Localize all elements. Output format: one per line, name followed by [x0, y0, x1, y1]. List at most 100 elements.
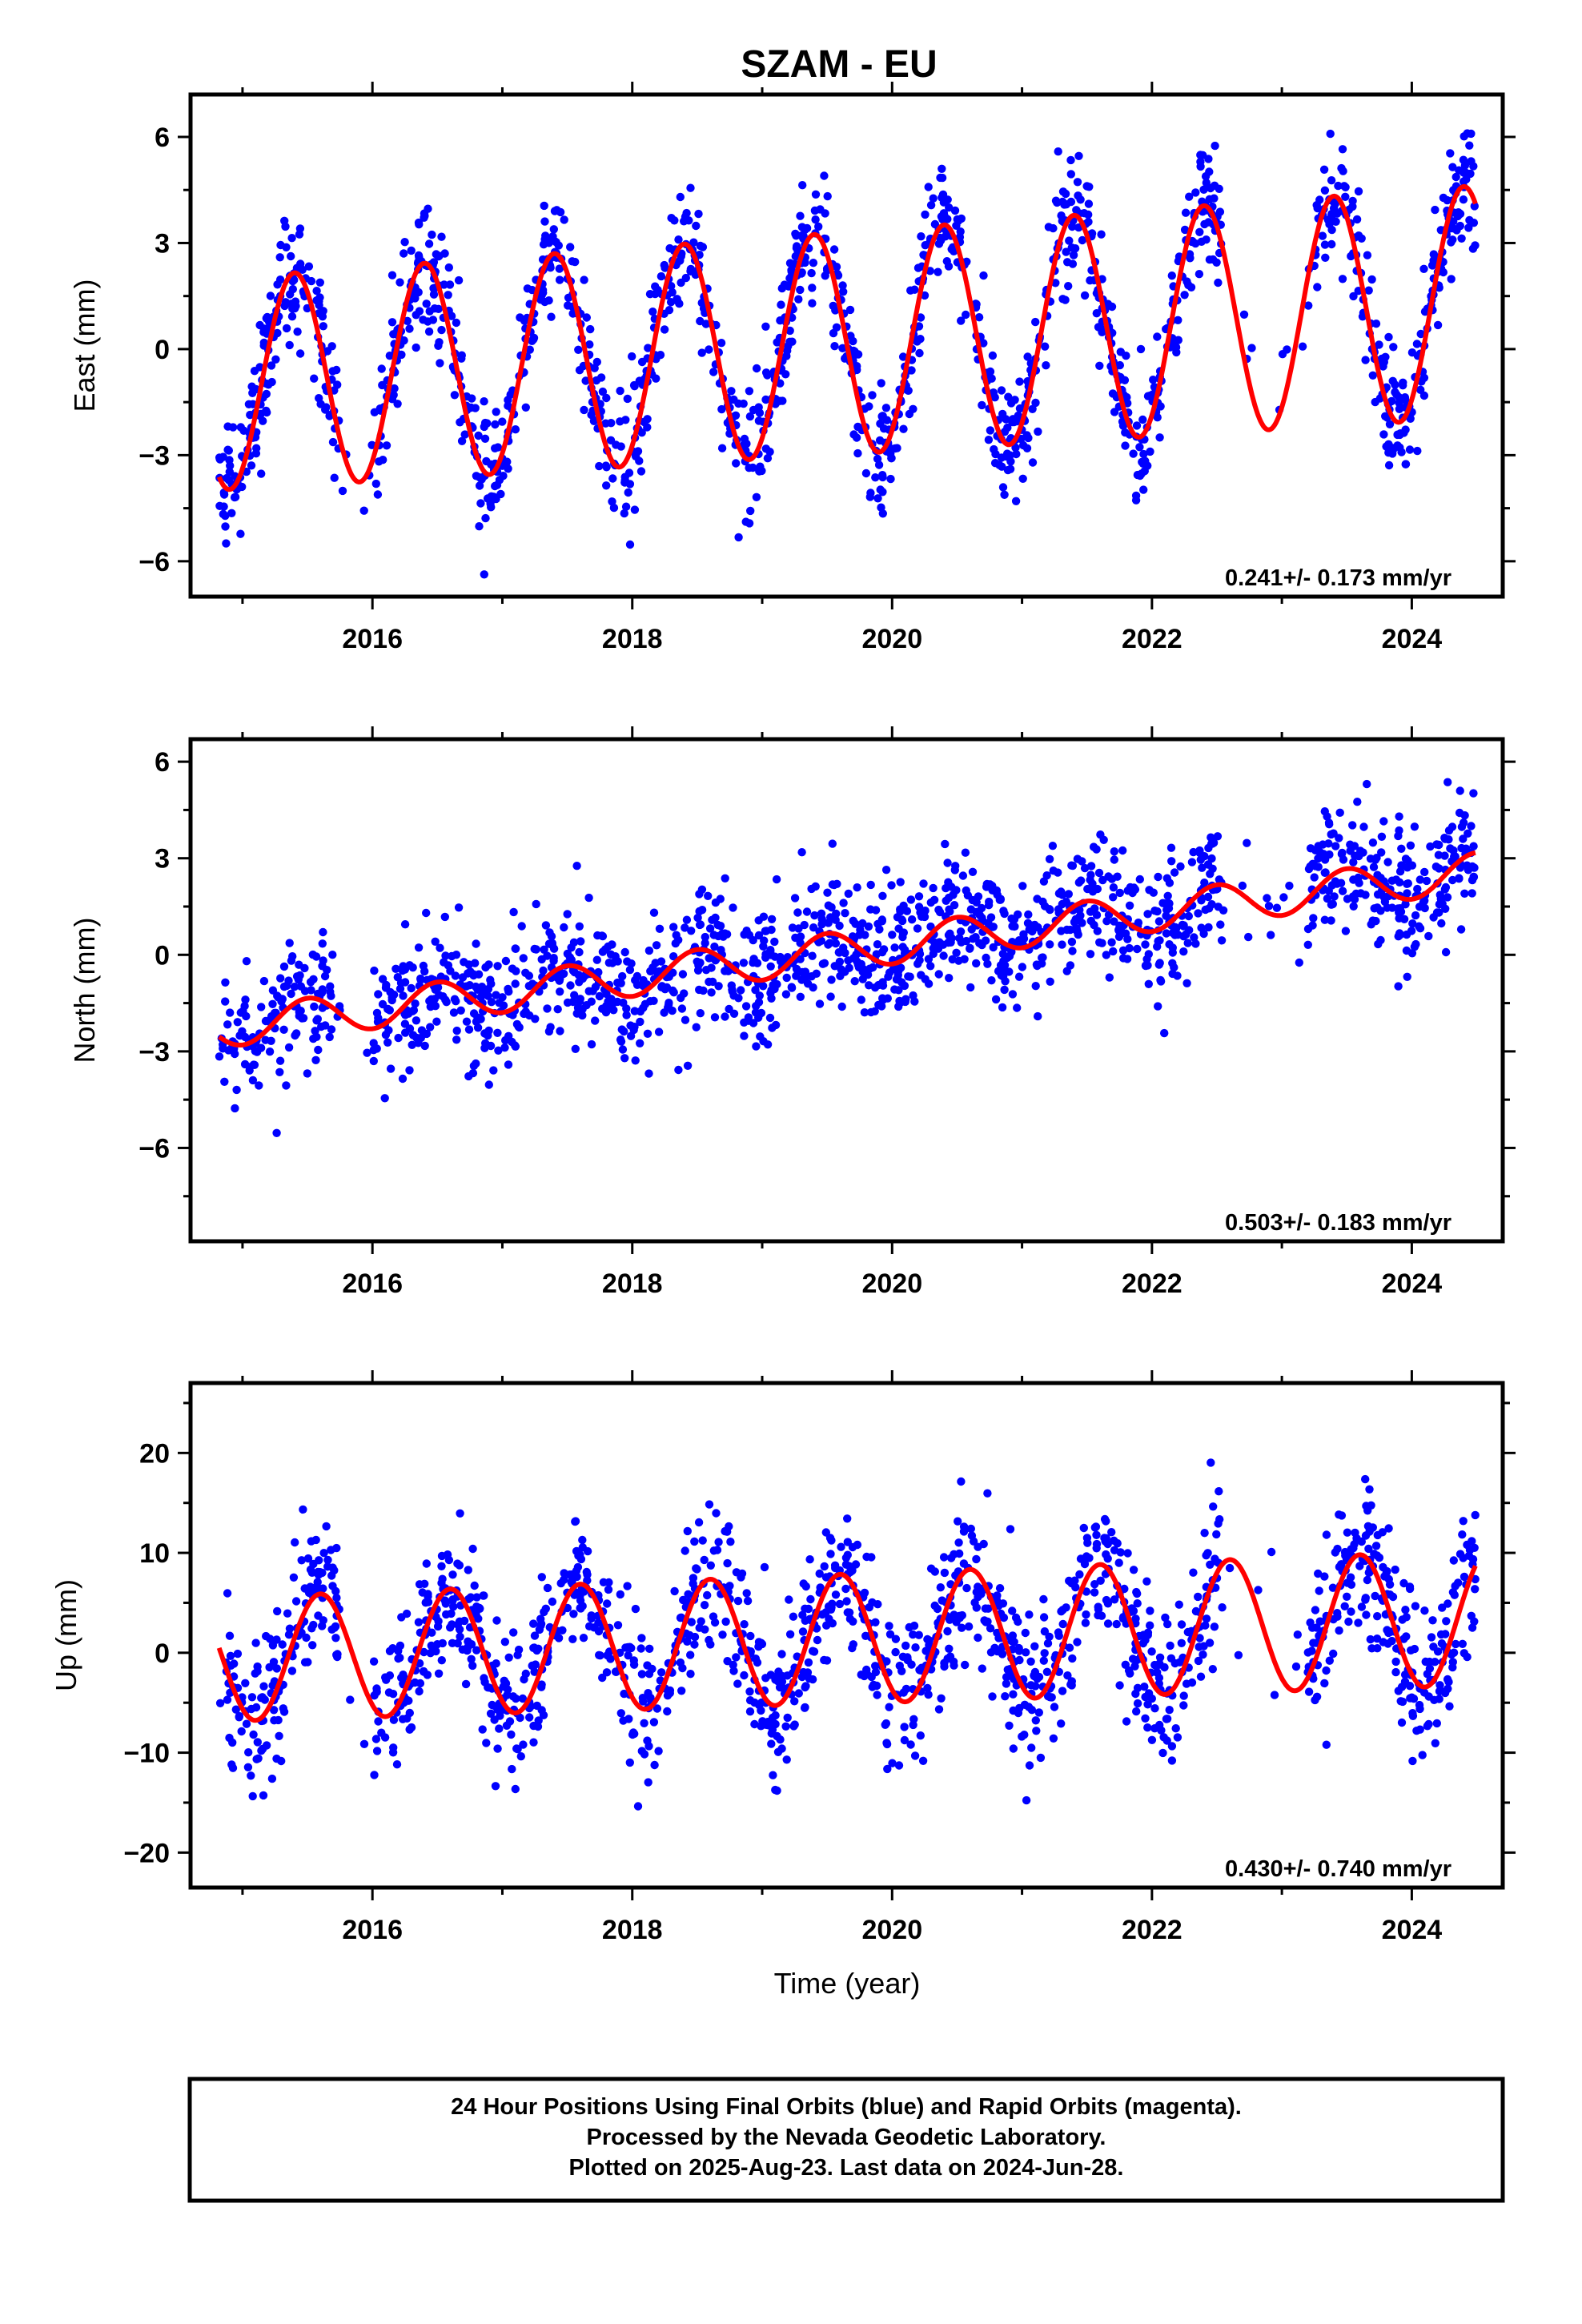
observation-point: [745, 1707, 755, 1716]
observation-point: [1272, 903, 1282, 912]
observation-point: [745, 1687, 754, 1696]
observation-point: [773, 1731, 781, 1741]
observation-point: [521, 968, 530, 978]
observation-point: [1090, 1523, 1100, 1532]
observation-point: [1204, 218, 1213, 227]
observation-point: [823, 888, 832, 897]
observation-point: [898, 1652, 908, 1661]
observation-point: [974, 313, 984, 322]
observation-point: [1444, 1678, 1453, 1687]
observation-point: [236, 529, 245, 538]
observation-point: [788, 337, 797, 346]
observation-point: [745, 464, 753, 472]
observation-point: [1415, 1700, 1424, 1710]
observation-point: [1173, 971, 1182, 980]
observation-point: [710, 942, 719, 951]
observation-point: [629, 1656, 638, 1665]
observation-point: [521, 403, 530, 412]
observation-point: [696, 1009, 705, 1018]
observation-point: [1011, 443, 1020, 452]
observation-point: [1442, 1617, 1451, 1626]
observation-point: [495, 1724, 504, 1733]
observation-point: [694, 209, 703, 219]
observation-point: [1398, 1697, 1407, 1707]
observation-point: [540, 217, 549, 226]
observation-point: [1214, 1519, 1223, 1528]
observation-point: [1293, 1630, 1303, 1639]
observation-point: [242, 1719, 251, 1728]
observation-point: [594, 1626, 604, 1636]
observation-point: [1024, 433, 1033, 443]
observation-point: [297, 1556, 306, 1565]
observation-point: [888, 1759, 897, 1767]
y-tick-label: 10: [139, 1538, 170, 1569]
observation-point: [516, 1752, 525, 1761]
observation-point: [848, 932, 857, 941]
observation-point: [616, 1035, 625, 1044]
observation-point: [1074, 151, 1083, 160]
observation-point: [701, 320, 710, 328]
observation-point: [785, 1630, 795, 1639]
x-tick-label: 2022: [1122, 1269, 1182, 1299]
observation-point: [272, 1664, 281, 1673]
observation-point: [1363, 1575, 1372, 1585]
observation-point: [1146, 1606, 1154, 1615]
observation-point: [299, 1505, 307, 1514]
observation-point: [1363, 251, 1372, 259]
observation-point: [225, 1631, 235, 1640]
observation-point: [435, 338, 444, 347]
observation-point: [1443, 1599, 1452, 1608]
observation-point: [391, 964, 400, 974]
observation-point: [986, 426, 995, 435]
observation-point: [539, 966, 548, 975]
observation-point: [837, 1002, 846, 1011]
observation-point: [261, 1016, 271, 1026]
observation-point: [484, 1683, 492, 1692]
observation-point: [689, 238, 698, 247]
observation-point: [1115, 888, 1125, 898]
observation-point: [619, 1716, 628, 1725]
observation-point: [333, 1652, 342, 1662]
observation-point: [1014, 910, 1022, 919]
observation-point: [972, 959, 981, 968]
y-tick-label: 3: [155, 228, 170, 259]
observation-point: [934, 944, 943, 953]
observation-point: [1304, 1687, 1314, 1696]
observation-point: [422, 1559, 431, 1568]
observation-point: [1027, 1743, 1036, 1752]
observation-point: [1078, 235, 1087, 245]
observation-point: [1406, 841, 1415, 850]
observation-point: [1071, 924, 1080, 933]
observation-point: [801, 258, 809, 267]
observation-point: [1401, 425, 1410, 434]
observation-point: [1373, 1612, 1382, 1621]
observation-point: [761, 395, 770, 404]
observation-point: [532, 899, 540, 909]
observation-point: [657, 1668, 666, 1677]
observation-point: [1143, 910, 1152, 919]
observation-point: [1062, 1603, 1070, 1612]
observation-point: [1191, 239, 1200, 248]
observation-point: [1324, 839, 1333, 848]
observation-point: [754, 998, 764, 1007]
observation-point: [318, 312, 327, 321]
observation-point: [1346, 840, 1355, 849]
observation-point: [1122, 955, 1132, 963]
observation-point: [797, 975, 806, 984]
observation-point: [1058, 1687, 1067, 1695]
observation-point: [535, 1625, 544, 1634]
observation-point: [915, 348, 924, 358]
observation-point: [1383, 1639, 1392, 1648]
observation-point: [225, 1733, 234, 1743]
observation-point: [866, 880, 875, 890]
observation-point: [897, 916, 907, 926]
observation-point: [457, 436, 467, 445]
observation-point: [991, 995, 1001, 1004]
observation-point: [926, 1564, 936, 1573]
observation-point: [1013, 1003, 1022, 1012]
observation-point: [392, 1760, 402, 1769]
observation-point: [472, 1593, 481, 1602]
observation-point: [878, 978, 887, 987]
observation-point: [974, 1542, 982, 1551]
observation-point: [890, 943, 899, 952]
